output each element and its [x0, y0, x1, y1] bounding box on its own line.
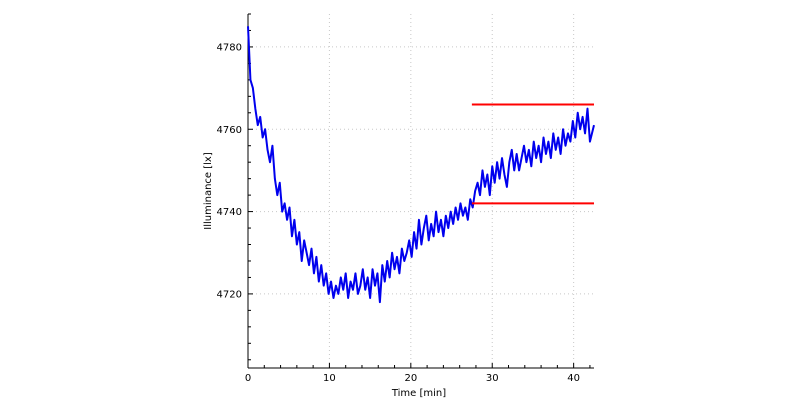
x-tick-label: 10 [323, 373, 336, 384]
x-tick-label: 40 [567, 373, 580, 384]
x-tick-label: 30 [486, 373, 499, 384]
x-tick-label: 20 [404, 373, 417, 384]
series-line-0 [247, 26, 595, 304]
x-tick-label: 0 [245, 373, 251, 384]
y-tick-label: 4740 [217, 207, 242, 218]
y-tick-label: 4760 [217, 125, 242, 136]
x-axis-title: Time [min] [391, 388, 446, 399]
y-axis-title: Illuminance [lx] [203, 152, 214, 230]
y-tick-label: 4720 [217, 289, 242, 300]
y-tick-label: 4780 [217, 42, 242, 53]
